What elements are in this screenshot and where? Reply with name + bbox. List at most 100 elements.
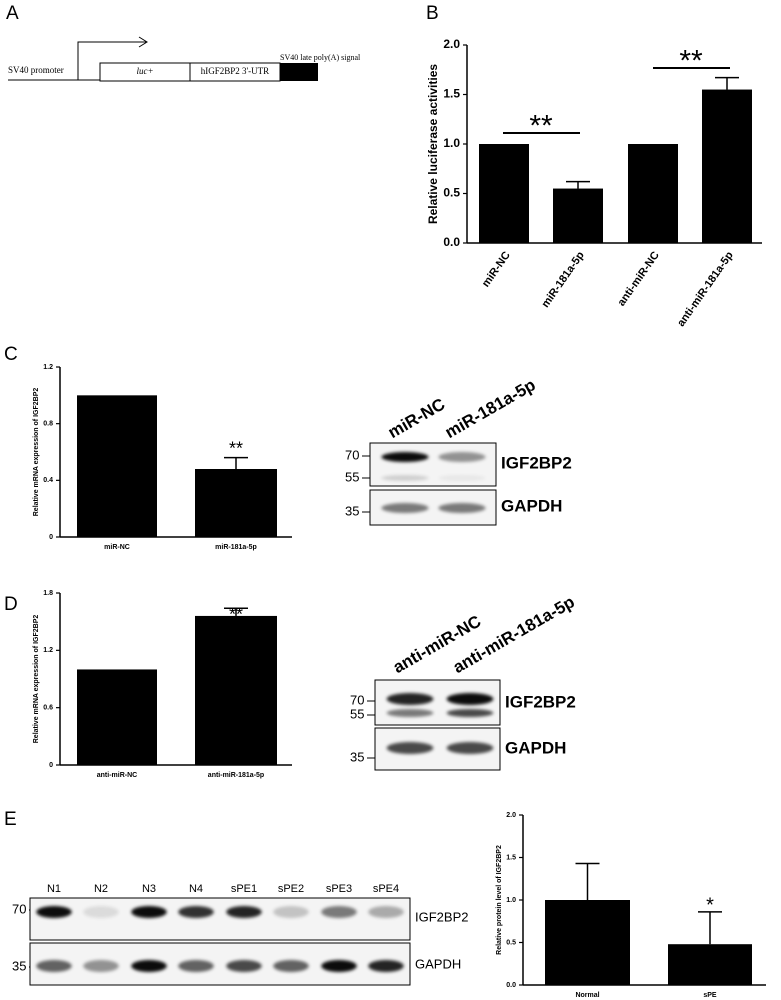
y-tick-label: 0 <box>49 534 53 541</box>
blot-band <box>446 709 494 717</box>
lane-label: sPE3 <box>326 883 352 895</box>
x-tick-label: sPE <box>703 992 717 999</box>
blot-band <box>226 906 262 918</box>
blot-band <box>368 906 404 918</box>
y-tick-label: 1.0 <box>443 136 460 150</box>
protein-label: GAPDH <box>501 496 562 515</box>
blot-band <box>438 452 486 462</box>
blot-band <box>446 742 494 754</box>
bar <box>702 89 752 243</box>
blot-band <box>438 475 486 481</box>
y-tick-label: 1.0 <box>506 897 516 904</box>
bar <box>668 944 752 985</box>
lane-label: sPE2 <box>278 883 304 895</box>
blot-band <box>178 906 214 918</box>
y-axis-label: Relative mRNA expression of IGF2BP2 <box>33 615 40 744</box>
y-tick-label: 1.5 <box>443 87 460 101</box>
protein-label: GAPDH <box>415 956 461 971</box>
error-bar <box>698 911 722 945</box>
error-bar <box>575 862 600 900</box>
panel-letter: B <box>426 3 439 24</box>
x-tick-label: Normal <box>575 992 599 999</box>
protein-label: IGF2BP2 <box>501 453 572 472</box>
y-tick-label: 0 <box>49 762 53 769</box>
lane-label: N4 <box>189 883 203 895</box>
y-tick-label: 0.0 <box>506 982 516 989</box>
y-tick-label: 2.0 <box>506 812 516 819</box>
y-tick-label: 2.0 <box>443 37 460 51</box>
x-tick-label: anti-miR-NC <box>97 772 137 779</box>
protein-label: IGF2BP2 <box>415 909 468 924</box>
lane-label: sPE4 <box>373 883 399 895</box>
x-tick-label: anti-miR-NC <box>616 249 662 308</box>
bar <box>195 469 277 537</box>
protein-label: IGF2BP2 <box>505 692 576 711</box>
blot-band <box>381 503 429 513</box>
promoter-label: SV40 promoter <box>8 65 64 75</box>
size-marker: 70 <box>350 692 364 707</box>
y-tick-label: 0.6 <box>43 705 53 712</box>
blot-band <box>321 906 357 918</box>
blot-band <box>381 452 429 462</box>
panel-letter: A <box>6 3 19 24</box>
error-bar <box>224 456 248 469</box>
bar <box>77 395 157 537</box>
blot-band <box>273 960 309 972</box>
significance-label: ** <box>229 604 243 624</box>
y-tick-label: 1.2 <box>43 364 53 371</box>
y-axis-label: Relative luciferase activities <box>426 64 440 224</box>
y-tick-label: 0.5 <box>443 186 460 200</box>
blot-band <box>446 693 494 705</box>
construct-diagram: SV40 promoter luc+ hIGF2BP2 3'-UTR SV40 … <box>8 36 361 82</box>
polya-box <box>280 63 318 81</box>
x-tick-label: anti-miR-181a-5p <box>675 249 736 329</box>
significance-label: * <box>706 894 714 916</box>
lane-label: N2 <box>94 883 108 895</box>
y-tick-label: 1.2 <box>43 647 53 654</box>
blot-band <box>178 960 214 972</box>
x-tick-label: anti-miR-181a-5p <box>208 772 264 779</box>
blot-band <box>36 906 72 918</box>
significance-label: ** <box>529 109 553 142</box>
y-tick-label: 0.8 <box>43 421 53 428</box>
x-tick-label: miR-NC <box>480 249 513 289</box>
lane-label: miR-181a-5p <box>442 375 539 442</box>
significance-label: ** <box>679 44 703 77</box>
bar <box>545 900 630 985</box>
blot-band <box>36 960 72 972</box>
significance-label: ** <box>229 438 243 458</box>
blot-band <box>226 960 262 972</box>
lane-label: N3 <box>142 883 156 895</box>
panel-letter: E <box>4 809 17 830</box>
signal-label: SV40 late poly(A) signal <box>280 53 361 62</box>
blot-band <box>321 960 357 972</box>
y-tick-label: 0.4 <box>43 477 53 484</box>
size-marker: 70 <box>12 901 26 916</box>
blot-band <box>386 693 434 705</box>
bar <box>195 615 277 765</box>
error-bar <box>715 76 739 90</box>
error-bar <box>566 180 590 189</box>
x-tick-label: miR-181a-5p <box>215 544 257 551</box>
utr-label: hIGF2BP2 3'-UTR <box>201 66 269 76</box>
error-bar <box>224 607 248 616</box>
blot-band <box>83 960 119 972</box>
x-tick-label: miR-NC <box>104 544 130 551</box>
lane-label: N1 <box>47 883 61 895</box>
bar <box>553 188 603 243</box>
size-marker: 55 <box>350 706 364 721</box>
blot-band <box>386 742 434 754</box>
blot-frame <box>29 897 411 941</box>
size-marker: 35 <box>350 749 364 764</box>
lane-label: miR-NC <box>385 395 448 443</box>
y-tick-label: 1.8 <box>43 590 53 597</box>
protein-label: GAPDH <box>505 738 566 757</box>
bar <box>479 144 529 243</box>
y-axis-label: Relative protein level of IGF2BP2 <box>496 845 503 955</box>
bar <box>77 669 157 765</box>
size-marker: 55 <box>345 469 359 484</box>
y-tick-label: 0.0 <box>443 235 460 249</box>
bar <box>628 144 678 243</box>
promoter-arrow <box>77 41 146 80</box>
